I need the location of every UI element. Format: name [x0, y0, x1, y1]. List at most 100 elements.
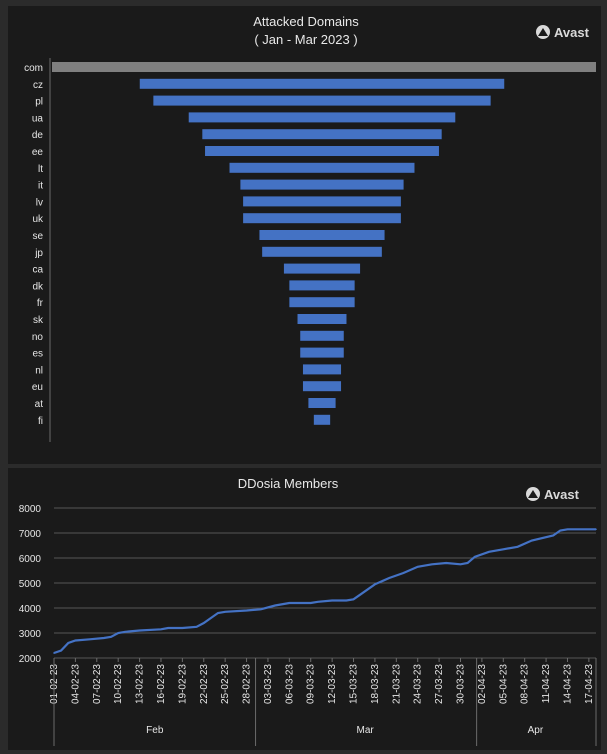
bar-com	[52, 62, 596, 72]
x-tick-label: 05-04-23	[498, 664, 509, 704]
category-label: lv	[36, 197, 43, 208]
x-tick-label: 17-04-23	[584, 664, 595, 704]
x-tick-label: 30-03-23	[456, 664, 467, 704]
bar-es	[300, 347, 344, 358]
x-tick-label: 11-04-23	[541, 664, 552, 704]
x-tick-label: 15-03-23	[349, 664, 360, 704]
data-point	[260, 608, 262, 611]
data-point	[124, 630, 127, 633]
brand-name: Avast	[554, 25, 590, 40]
category-label: fr	[37, 298, 44, 309]
y-tick-label: 7000	[19, 529, 42, 540]
data-point	[202, 622, 205, 624]
bar-eu	[302, 381, 342, 392]
bar-de	[202, 129, 442, 140]
data-point	[595, 528, 597, 531]
chart-subtitle: ( Jan - Mar 2023 )	[254, 32, 357, 47]
data-point	[53, 652, 55, 654]
category-label: dk	[32, 281, 44, 292]
ddosia-members-chart: DDosia Members Avast 2000 3000 4000 5000 600…	[19, 476, 597, 746]
brand-name: Avast	[544, 487, 580, 502]
bar-jp	[262, 246, 382, 257]
data-point	[431, 563, 433, 566]
category-label: it	[38, 181, 43, 192]
x-tick-label: 24-03-23	[413, 664, 424, 704]
bar-fi	[313, 414, 331, 425]
y-tick-label: 4000	[19, 604, 42, 615]
data-point	[359, 593, 362, 596]
data-point	[331, 599, 333, 602]
x-tick-label: 28-02-23	[242, 664, 253, 704]
data-point	[466, 562, 469, 564]
data-point	[473, 555, 476, 558]
data-point	[488, 550, 490, 553]
x-tick-label: 18-03-23	[370, 664, 381, 704]
bar-ee	[205, 146, 439, 156]
bar-nl	[302, 364, 342, 375]
x-tick-label: 02-04-23	[477, 664, 488, 704]
y-tick-label: 6000	[19, 554, 42, 565]
data-point	[309, 602, 312, 604]
category-label: cz	[33, 80, 43, 91]
bar-no	[300, 330, 344, 341]
x-tick-label: 04-02-23	[70, 664, 81, 704]
x-tick-label: 22-02-23	[199, 664, 210, 704]
category-label: ua	[32, 113, 44, 124]
data-point	[445, 562, 448, 564]
axes: 200030004000500060007000800001-02-2304-0…	[19, 504, 597, 746]
data-point	[459, 563, 462, 566]
bar-dk	[289, 280, 355, 291]
bar-fr	[289, 297, 355, 308]
y-tick-label: 5000	[19, 579, 42, 590]
category-label: at	[35, 399, 44, 410]
x-tick-label: 06-03-23	[284, 664, 295, 704]
category-label: ee	[32, 147, 44, 158]
data-point	[374, 583, 376, 586]
data-point	[552, 534, 555, 537]
bar-uk	[243, 213, 401, 224]
x-tick-label: 16-02-23	[156, 664, 167, 704]
category-label: es	[32, 349, 43, 360]
category-label: lt	[38, 164, 43, 175]
data-point	[60, 649, 62, 652]
x-tick-label: 09-03-23	[306, 664, 317, 704]
data-point	[167, 627, 169, 629]
category-label: fi	[38, 416, 43, 427]
data-point	[531, 539, 533, 542]
data-point	[416, 565, 419, 568]
data-point	[274, 604, 276, 607]
month-group-label: Apr	[528, 725, 544, 736]
data-point	[388, 577, 390, 579]
data-point	[67, 642, 70, 644]
x-tick-label: 12-03-23	[327, 664, 338, 704]
bar-it	[240, 179, 404, 190]
ddosia-members-panel: DDosia Members Avast 2000 3000 4000 5000 600…	[8, 468, 601, 750]
category-label: no	[32, 332, 44, 343]
attacked-domains-panel: Attacked Domains ( Jan - Mar 2023 ) Avas…	[8, 6, 601, 464]
x-tick-label: 19-02-23	[177, 664, 188, 704]
data-point	[103, 637, 105, 639]
data-point	[160, 628, 162, 631]
avast-logo-mark	[538, 28, 548, 36]
category-label: eu	[32, 382, 43, 393]
bar-se	[259, 230, 385, 240]
x-tick-label: 07-02-23	[92, 664, 103, 704]
series-group	[53, 528, 597, 655]
bars-group: com cz pl ua de ee lt it lv uk se jp ca dk fr sk no es nl e…	[24, 58, 596, 442]
data-point	[210, 617, 212, 619]
bar-lt	[229, 162, 415, 173]
y-tick-label: 3000	[19, 629, 42, 640]
data-point	[88, 638, 91, 641]
data-point	[317, 600, 319, 603]
series-line	[53, 528, 596, 655]
category-label: de	[32, 130, 44, 141]
month-group-label: Feb	[146, 725, 164, 736]
chart-title: DDosia Members	[238, 476, 339, 491]
bar-cz	[139, 78, 505, 89]
y-tick-label: 8000	[19, 504, 42, 515]
category-label: se	[32, 231, 43, 242]
bar-at	[308, 398, 336, 408]
avast-logo: Avast	[536, 25, 590, 40]
data-point	[288, 602, 291, 604]
attacked-domains-chart: Attacked Domains ( Jan - Mar 2023 ) Avas…	[24, 14, 596, 442]
